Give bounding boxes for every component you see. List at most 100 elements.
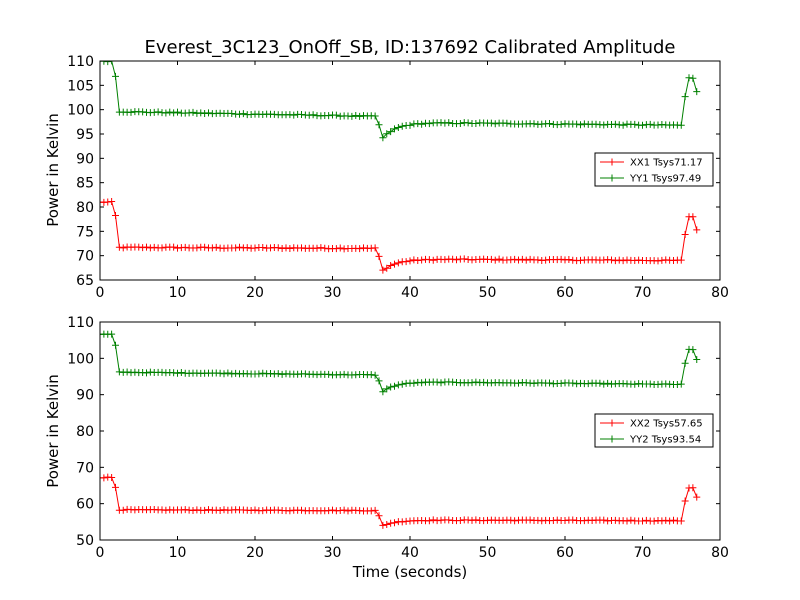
data-point bbox=[391, 519, 398, 527]
data-point bbox=[425, 256, 433, 264]
data-point bbox=[290, 111, 298, 119]
data-point bbox=[371, 112, 379, 120]
data-point bbox=[158, 244, 166, 252]
data-point bbox=[472, 378, 480, 386]
data-point bbox=[394, 124, 402, 132]
data-point bbox=[472, 516, 480, 524]
data-point bbox=[619, 257, 627, 265]
data-point bbox=[441, 256, 449, 264]
data-point bbox=[236, 243, 243, 251]
data-point bbox=[278, 244, 286, 252]
data-point bbox=[224, 369, 232, 377]
data-point bbox=[557, 120, 565, 128]
data-point bbox=[321, 244, 329, 252]
data-point bbox=[414, 257, 422, 265]
data-point bbox=[112, 341, 119, 349]
ticks-top: 0 10 20 30 40 50 60 70 80 65 70 75 80 85 90 95 100 105 110 bbox=[67, 54, 729, 301]
data-point bbox=[174, 369, 181, 377]
legend-marker bbox=[608, 174, 616, 182]
data-point bbox=[596, 379, 604, 387]
data-point bbox=[677, 256, 685, 264]
data-point bbox=[666, 517, 674, 525]
data-point bbox=[569, 379, 577, 387]
y-tick-label: 110 bbox=[67, 54, 94, 70]
data-point bbox=[189, 108, 197, 116]
legend-marker bbox=[608, 419, 616, 427]
legend-label: YY2 Tsys93.54 bbox=[629, 435, 701, 446]
data-point bbox=[398, 518, 406, 526]
data-point bbox=[577, 121, 584, 129]
data-point bbox=[557, 255, 565, 263]
data-point bbox=[193, 244, 201, 252]
x-tick-label: 60 bbox=[556, 285, 574, 301]
data-point bbox=[301, 370, 309, 378]
data-point bbox=[232, 369, 240, 377]
data-point bbox=[387, 383, 395, 391]
data-point bbox=[693, 88, 701, 96]
data-point bbox=[391, 260, 398, 268]
data-point bbox=[379, 388, 387, 396]
data-point bbox=[410, 379, 418, 387]
data-point bbox=[162, 109, 170, 117]
data-point bbox=[565, 256, 573, 264]
data-point bbox=[464, 119, 472, 127]
data-point bbox=[251, 244, 259, 252]
data-point bbox=[503, 119, 511, 127]
data-point bbox=[491, 256, 499, 264]
data-point bbox=[193, 109, 201, 117]
data-point bbox=[119, 506, 127, 514]
x-tick-label: 20 bbox=[246, 545, 264, 561]
data-point bbox=[453, 256, 460, 264]
data-point bbox=[546, 119, 553, 127]
data-point bbox=[201, 243, 209, 251]
data-point bbox=[115, 243, 123, 251]
data-point bbox=[631, 120, 639, 128]
data-point bbox=[546, 379, 553, 387]
y-tick-label: 85 bbox=[76, 176, 94, 192]
axes-frame-bottom bbox=[99, 321, 721, 541]
x-tick-label: 60 bbox=[556, 545, 574, 561]
data-point bbox=[406, 257, 414, 265]
y-tick-label: 65 bbox=[76, 273, 94, 289]
data-point bbox=[383, 264, 391, 272]
y-tick-label: 80 bbox=[76, 424, 94, 440]
y-axis-label-bottom: Power in Kelvin bbox=[44, 374, 62, 488]
data-point bbox=[325, 112, 333, 120]
data-point bbox=[491, 120, 499, 128]
x-tick-label: 10 bbox=[169, 545, 187, 561]
data-point bbox=[487, 119, 495, 127]
data-point bbox=[143, 369, 150, 377]
data-point bbox=[402, 258, 410, 266]
legend-marker bbox=[608, 435, 616, 443]
y-tick-label: 100 bbox=[67, 103, 94, 119]
data-point bbox=[177, 368, 185, 376]
data-point bbox=[309, 111, 317, 119]
data-point bbox=[143, 243, 150, 251]
data-point bbox=[689, 484, 697, 492]
data-point bbox=[108, 198, 116, 206]
data-point bbox=[375, 377, 383, 385]
data-point bbox=[193, 506, 201, 514]
data-point bbox=[387, 262, 395, 270]
data-point bbox=[112, 483, 119, 491]
data-point bbox=[332, 245, 340, 253]
data-point bbox=[251, 506, 259, 514]
x-tick-label: 30 bbox=[324, 285, 342, 301]
data-point bbox=[646, 120, 654, 128]
data-point bbox=[274, 370, 282, 378]
data-point bbox=[371, 244, 379, 252]
data-point bbox=[429, 516, 437, 524]
data-point bbox=[239, 110, 247, 118]
data-point bbox=[379, 521, 387, 529]
data-point bbox=[201, 506, 209, 514]
data-point bbox=[135, 243, 143, 251]
data-point bbox=[445, 119, 453, 127]
data-point bbox=[468, 516, 476, 524]
x-tick-label: 40 bbox=[401, 545, 419, 561]
data-point bbox=[681, 497, 689, 505]
data-point bbox=[352, 112, 360, 120]
legend-top: XX1 Tsys71.17 YY1 Tsys97.49 bbox=[594, 152, 714, 187]
data-point bbox=[259, 244, 267, 252]
data-point bbox=[429, 256, 437, 264]
data-point bbox=[631, 380, 639, 388]
